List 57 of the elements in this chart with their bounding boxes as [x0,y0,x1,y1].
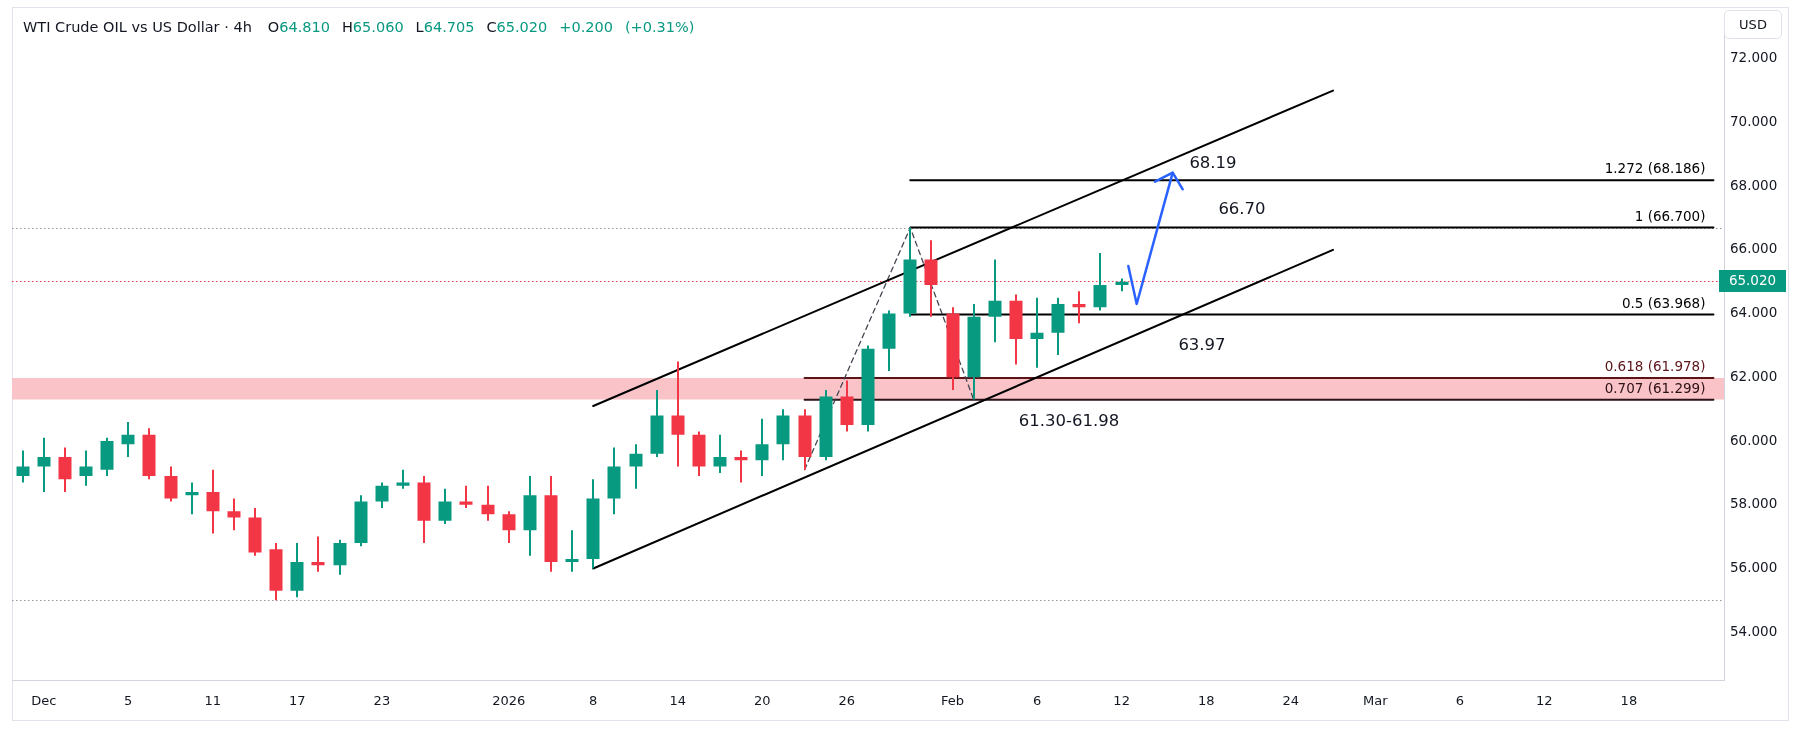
candlestick [1072,291,1086,324]
x-tick-label: Mar [1362,693,1389,709]
candlestick [459,485,473,508]
candlestick [227,498,241,531]
y-tick-label: 58.000 [1730,495,1778,512]
annotation: 66.70 [1218,198,1266,218]
currency-button: USD [1724,10,1782,39]
x-tick-label: 12 [1113,693,1130,709]
x-tick-label: 12 [1536,693,1553,709]
x-tick-label: 20 [754,693,771,709]
candlestick [37,437,51,493]
x-tick-label: 18 [1197,693,1215,709]
candlestick [755,418,769,477]
y-tick-label: 60.000 [1730,431,1778,448]
x-tick-label: 18 [1620,693,1638,709]
y-tick-label: 54.000 [1730,622,1778,639]
annotation: 63.97 [1178,334,1226,354]
x-tick-label: 17 [289,693,306,709]
x-tick-label: 8 [589,693,598,709]
candlestick [311,536,325,572]
candlestick [988,259,1002,343]
candlestick [396,469,410,489]
x-tick-label: Feb [941,693,965,709]
annotation: 68.19 [1189,153,1237,173]
y-tick-label: 64.000 [1730,304,1778,321]
y-tick-label: 68.000 [1730,176,1778,193]
y-tick-label: 72.000 [1730,49,1778,66]
ref-line-label: 65.020 [1728,272,1777,289]
y-tick-label: 70.000 [1730,112,1778,129]
annotation: 61.30-61.98 [1018,410,1120,430]
x-tick-label: 11 [204,693,222,709]
series-label: 0.707 (61.299) [1604,379,1706,396]
series-label: 1 (66.700) [1634,207,1706,224]
x-tick-label: 24 [1282,693,1299,709]
candlestick [671,361,685,467]
x-tick-label: 26 [838,693,856,709]
x-tick-label: 5 [124,693,133,709]
candlestick [734,450,748,483]
x-tick-label: 14 [669,693,687,709]
series-label: 1.272 (68.186) [1604,160,1706,177]
series-label: 0.5 (63.968) [1621,294,1706,311]
chart-title: WTI Crude OIL vs US Dollar · 4h [23,18,252,35]
x-tick-label: Dec [31,693,57,709]
series-label: 0.618 (61.978) [1604,358,1706,375]
candlestick [1030,297,1044,368]
y-tick-label: 66.000 [1730,240,1778,257]
candlestick [629,444,643,489]
x-tick-label: 23 [373,693,391,709]
candlestick [185,482,199,515]
y-tick-label: 62.000 [1730,367,1778,384]
x-tick-label: 6 [1455,693,1464,709]
x-tick-label: 6 [1032,693,1042,709]
y-tick-label: 56.000 [1730,558,1778,575]
candlestick [565,530,579,572]
text: O64.810 H65.060 L64.705 C65.020 +0.200 (+0.31%) [267,18,695,35]
candlestick [713,434,727,473]
x-tick-label: 2026 [492,693,526,709]
